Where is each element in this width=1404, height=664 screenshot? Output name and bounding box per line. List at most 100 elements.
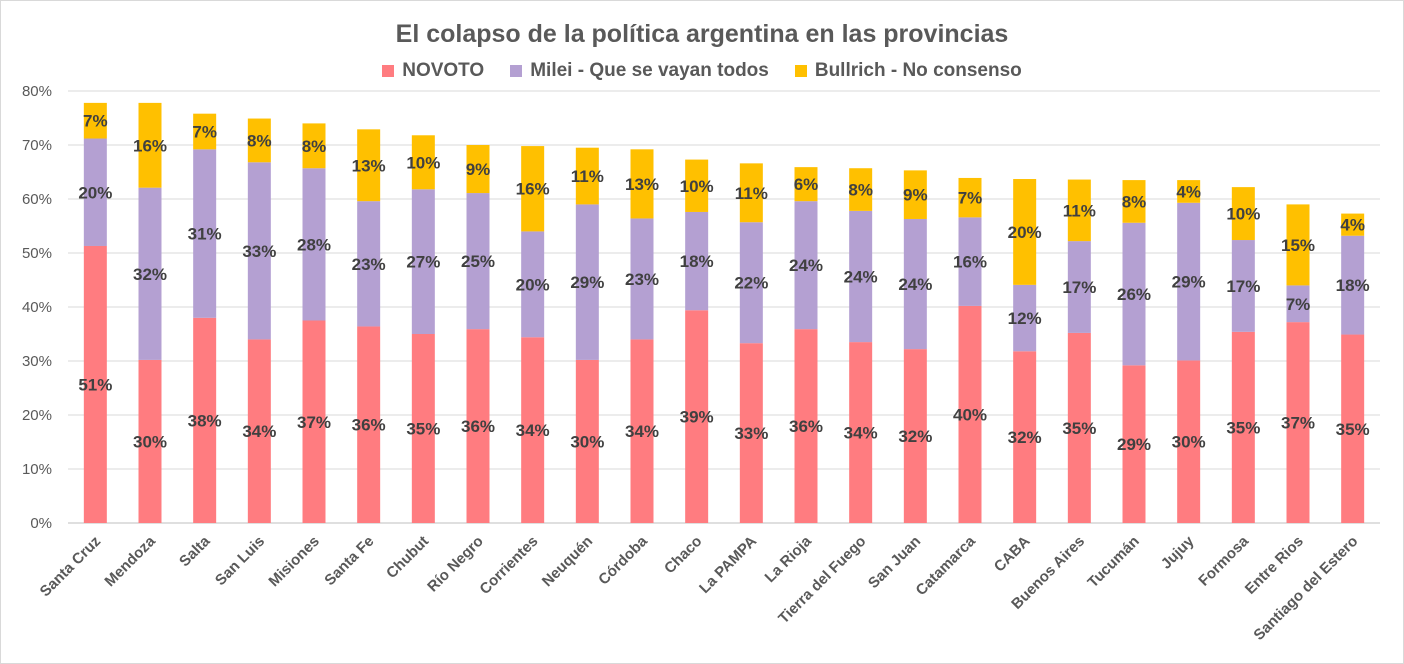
data-label: 23%	[352, 255, 386, 274]
data-label: 30%	[570, 432, 604, 451]
bar-segment-1	[849, 210, 873, 343]
data-label: 30%	[1172, 433, 1206, 452]
bar-segment-1	[1122, 222, 1146, 366]
data-label: 33%	[242, 242, 276, 261]
bar-segment-1	[1013, 284, 1037, 352]
bar-segment-1	[1231, 240, 1255, 332]
data-label: 36%	[461, 417, 495, 436]
category-label: Chaco	[661, 533, 705, 577]
bar-segment-2	[849, 168, 873, 211]
data-label: 39%	[680, 408, 714, 427]
data-label: 11%	[735, 184, 768, 203]
bar-segment-2	[794, 167, 818, 202]
bar-segment-0	[1286, 322, 1310, 523]
data-label: 8%	[247, 131, 272, 150]
data-label: 28%	[297, 235, 331, 254]
data-label: 9%	[466, 160, 491, 179]
category-label: Misiones	[265, 533, 322, 590]
data-label: 40%	[953, 405, 987, 424]
y-tick-label: 70%	[22, 137, 52, 154]
data-label: 38%	[188, 411, 222, 430]
data-label: 7%	[83, 112, 108, 131]
bar-segment-2	[521, 146, 545, 232]
data-label: 24%	[789, 256, 823, 275]
bar-segment-1	[521, 231, 545, 338]
legend-label-bullrich: Bullrich - No consenso	[814, 60, 1022, 81]
chart-title: El colapso de la política argentina en l…	[395, 20, 1009, 48]
data-label: 4%	[1176, 182, 1201, 201]
bar-segment-1	[630, 218, 654, 340]
data-label: 10%	[406, 153, 440, 172]
data-label: 35%	[1226, 418, 1260, 437]
y-tick-label: 30%	[22, 353, 52, 370]
bar-segment-2	[575, 147, 599, 205]
bar-segment-0	[630, 339, 654, 523]
legend-swatch-novoto	[382, 65, 395, 77]
category-label: Santa Cruz	[37, 533, 104, 600]
legend-swatch-milei	[510, 65, 523, 77]
data-label: 17%	[1062, 278, 1096, 297]
y-tick-label: 80%	[22, 83, 52, 100]
data-label: 8%	[1122, 192, 1147, 211]
data-label: 32%	[1008, 428, 1042, 447]
bar-segment-1	[1286, 285, 1310, 323]
bar-segment-1	[575, 204, 599, 360]
data-label: 24%	[898, 275, 932, 294]
bar-segment-1	[1177, 202, 1201, 361]
data-label: 36%	[352, 416, 386, 435]
data-label: 32%	[898, 427, 932, 446]
data-label: 25%	[461, 252, 495, 271]
data-label: 8%	[302, 137, 327, 156]
category-label: Chubut	[383, 533, 432, 582]
legend-swatch-bullrich	[794, 65, 807, 77]
data-label: 29%	[1172, 273, 1206, 292]
data-label: 29%	[1117, 435, 1151, 454]
data-label: 6%	[794, 175, 819, 194]
bar-segment-0	[83, 245, 107, 524]
category-label: Corrientes	[476, 533, 541, 598]
y-tick-label: 0%	[30, 515, 52, 532]
data-label: 30%	[133, 432, 167, 451]
bar-segment-0	[794, 329, 818, 523]
data-label: 13%	[625, 175, 659, 194]
bar-segment-1	[247, 162, 271, 340]
category-label: La PAMPA	[696, 533, 760, 597]
bar-segment-0	[411, 334, 435, 523]
data-label: 20%	[516, 275, 550, 294]
data-label: 24%	[844, 267, 878, 286]
data-label: 34%	[625, 422, 659, 441]
category-label: Formosa	[1195, 532, 1252, 589]
bar-segment-0	[958, 305, 982, 523]
data-label: 35%	[406, 420, 440, 439]
data-label: 11%	[1063, 201, 1096, 220]
data-label: 20%	[78, 183, 112, 202]
data-label: 34%	[516, 421, 550, 440]
bar-segment-2	[247, 118, 271, 163]
bar-segment-0	[247, 339, 271, 523]
bar-segment-0	[903, 349, 927, 523]
data-label: 33%	[734, 424, 768, 443]
category-label: Catamarca	[913, 532, 980, 599]
y-tick-label: 10%	[22, 461, 52, 478]
data-label: 16%	[953, 253, 987, 272]
data-label: 35%	[1336, 420, 1370, 439]
data-label: 9%	[903, 186, 928, 205]
bar-segment-2	[1341, 213, 1365, 236]
bar-segment-0	[739, 343, 763, 523]
bar-segment-2	[1286, 204, 1310, 286]
bar-segment-0	[193, 317, 217, 523]
y-tick-label: 20%	[22, 407, 52, 424]
category-label: Santiago del Estero	[1250, 533, 1361, 644]
bar-segment-1	[739, 222, 763, 344]
data-label: 10%	[1226, 205, 1260, 224]
data-label: 8%	[848, 181, 873, 200]
bar-segment-0	[357, 326, 381, 523]
bar-segment-0	[1341, 334, 1365, 523]
chart-legend: NOVOTO Milei - Que se vayan todos Bullri…	[0, 60, 1404, 82]
bar-segment-1	[1341, 235, 1365, 335]
bar-segment-0	[138, 359, 162, 523]
data-label: 7%	[1286, 295, 1311, 314]
bar-segment-2	[193, 113, 217, 150]
legend-item-bullrich: Bullrich - No consenso	[794, 60, 1022, 82]
